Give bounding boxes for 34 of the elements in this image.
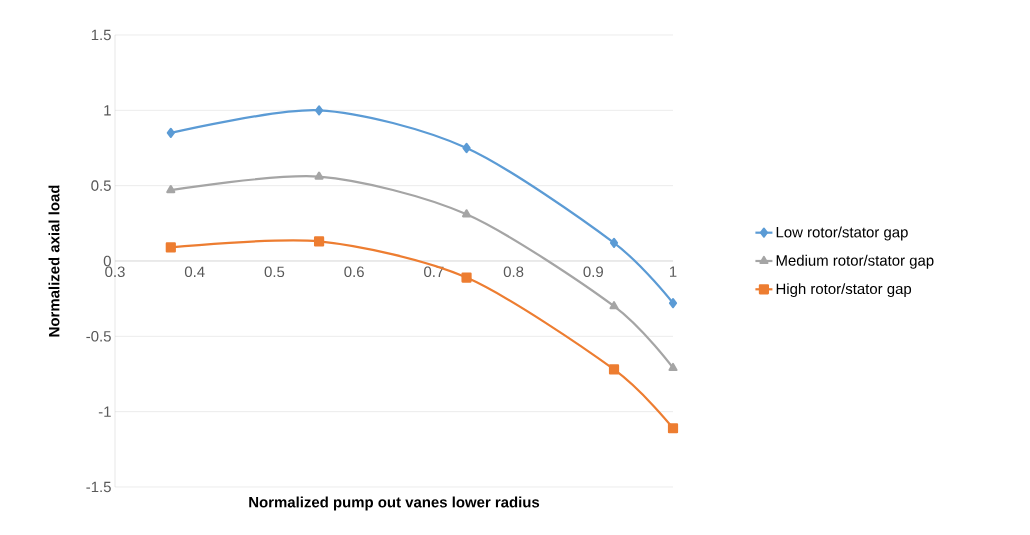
point xyxy=(609,301,619,310)
x-tick-label: 0.4 xyxy=(184,266,205,278)
point xyxy=(166,127,175,139)
y-tick-label: -1 xyxy=(98,406,111,417)
y-tick-label: 1.5 xyxy=(91,29,111,41)
point xyxy=(462,142,471,154)
point xyxy=(609,237,619,248)
legend-label: Medium rotor/stator gap xyxy=(776,254,934,269)
y-axis-title: Normalized axial load xyxy=(48,185,60,337)
point xyxy=(314,105,324,116)
x-tick-label: 1 xyxy=(669,266,677,277)
point xyxy=(166,185,176,194)
y-tick-label: 0.5 xyxy=(91,180,111,191)
point xyxy=(461,272,472,283)
legend-label: Low rotor/stator gap xyxy=(776,226,908,241)
y-tick-label: 0 xyxy=(103,255,111,267)
x-axis-title: Normalized pump out vanes lower radius xyxy=(249,496,540,511)
x-tick-label: 0.8 xyxy=(503,266,524,278)
point xyxy=(668,362,678,372)
point xyxy=(668,298,678,309)
x-tick-label: 0.6 xyxy=(344,266,364,278)
y-tick-label: 1 xyxy=(104,105,111,116)
point xyxy=(461,209,472,218)
point xyxy=(314,171,324,180)
legend-label: High rotor/stator gap xyxy=(776,283,912,298)
x-tick-label: 0.9 xyxy=(583,266,603,278)
point xyxy=(667,423,679,434)
x-tick-label: 0.5 xyxy=(264,266,285,278)
point xyxy=(608,364,620,375)
y-tick-label: -1.5 xyxy=(86,481,111,493)
y-tick-label: -0.5 xyxy=(86,331,111,342)
x-tick-label: 0.3 xyxy=(105,266,125,278)
point xyxy=(313,236,325,247)
point xyxy=(165,242,176,253)
